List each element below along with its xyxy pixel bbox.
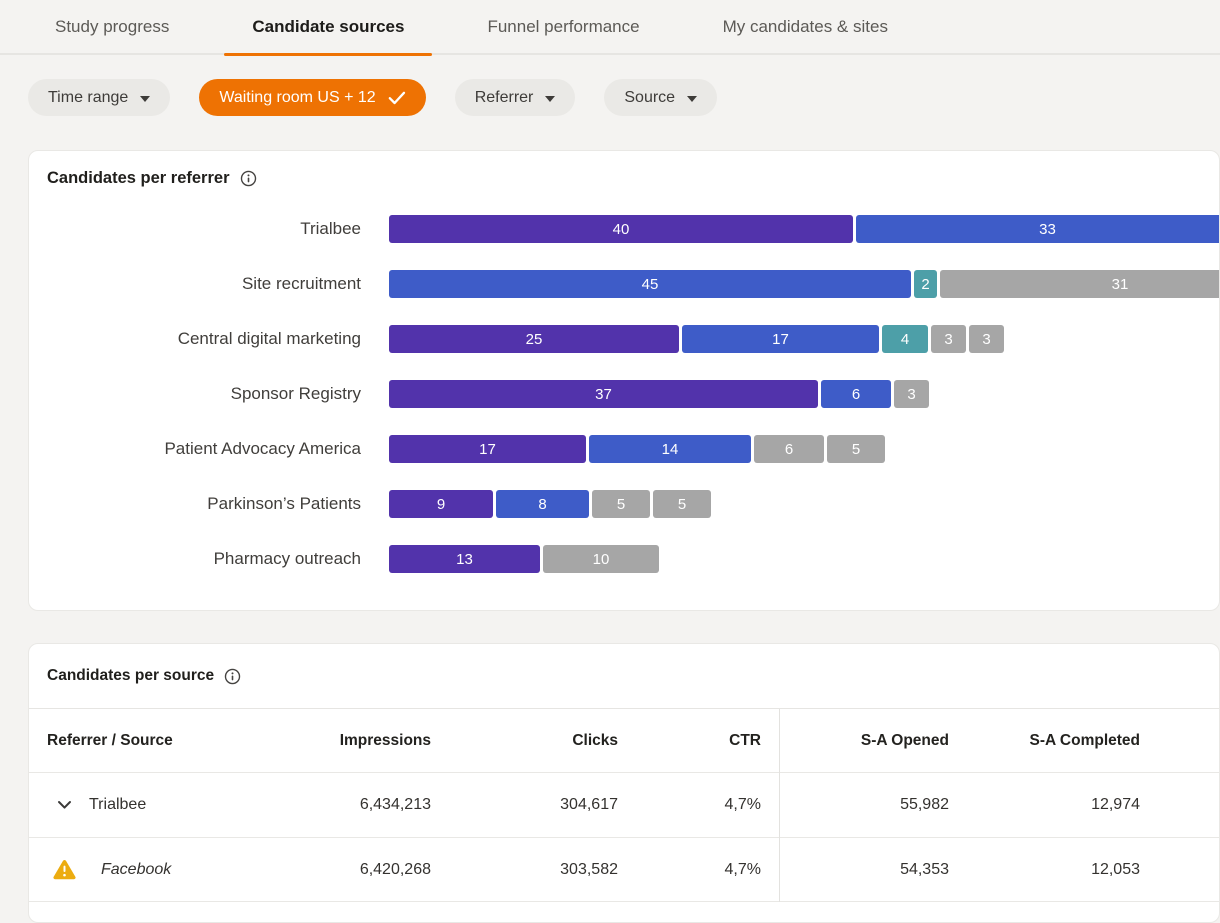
bar-segment: 10 xyxy=(543,545,659,573)
bar-segment: 31 xyxy=(940,270,1219,298)
sa-completed-value: 12,974 xyxy=(1091,796,1140,813)
chart-category-label: Trialbee xyxy=(300,219,361,238)
chart-row: Trialbee 40 33 xyxy=(29,215,1219,243)
referrer-label: Referrer xyxy=(474,88,534,106)
bar-segment: 5 xyxy=(827,435,885,463)
stacked-bar: 37 6 3 xyxy=(389,380,929,408)
bar-segment: 40 xyxy=(389,215,853,243)
chart-category-label: Sponsor Registry xyxy=(230,384,361,403)
table-header-row: Referrer / Source Impressions Clicks CTR… xyxy=(29,709,1219,772)
bar-segment: 3 xyxy=(969,325,1004,353)
bar-segment: 17 xyxy=(389,435,586,463)
tab-candidate-sources[interactable]: Candidate sources xyxy=(224,0,433,56)
bar-segment: 14 xyxy=(589,435,751,463)
stacked-bar: 25 17 4 3 3 xyxy=(389,325,1004,353)
chart-row: Central digital marketing 25 17 4 3 3 xyxy=(29,325,1219,353)
bar-segment: 3 xyxy=(894,380,929,408)
tab-bar: Study progress Candidate sources Funnel … xyxy=(0,0,1220,56)
chart-category-label: Patient Advocacy America xyxy=(164,439,361,458)
bar-segment: 6 xyxy=(821,380,891,408)
sa-opened-value: 54,353 xyxy=(900,860,949,878)
stacked-bar: 13 10 xyxy=(389,545,659,573)
bar-segment: 33 xyxy=(856,215,1219,243)
table-row: Trialbee 6,434,213 304,617 4,7% 55,982 12,974 xyxy=(29,772,1219,837)
column-header-clicks: Clicks xyxy=(572,731,618,749)
waiting-room-label: Waiting room US + 12 xyxy=(219,88,376,106)
info-icon[interactable] xyxy=(240,170,257,187)
clicks-value: 303,582 xyxy=(560,860,618,878)
bar-segment: 5 xyxy=(653,490,711,518)
source-label: Source xyxy=(624,88,676,106)
sa-opened-value: 55,982 xyxy=(900,796,949,813)
expand-chevron-icon[interactable] xyxy=(51,800,77,810)
row-name: Facebook xyxy=(101,860,172,878)
column-header-ctr: CTR xyxy=(729,731,761,749)
ctr-value: 4,7% xyxy=(724,860,761,878)
tab-study-progress[interactable]: Study progress xyxy=(55,16,170,36)
time-range-filter[interactable]: Time range xyxy=(28,79,171,116)
chart-category-label: Site recruitment xyxy=(241,274,361,293)
bar-segment: 45 xyxy=(389,270,911,298)
stacked-bar: 45 2 31 xyxy=(389,270,1219,298)
filter-bar: Time range Waiting room US + 12 Referrer… xyxy=(28,79,1220,116)
bar-segment: 5 xyxy=(592,490,650,518)
column-header-sa-completed: S-A Completed xyxy=(1029,731,1140,749)
chart-category-label: Central digital marketing xyxy=(177,329,361,348)
referrer-filter[interactable]: Referrer xyxy=(454,79,576,116)
ctr-value: 4,7% xyxy=(724,796,761,813)
bar-segment: 17 xyxy=(682,325,879,353)
column-group-divider xyxy=(779,709,780,902)
column-header-sa-opened: S-A Opened xyxy=(860,731,949,749)
bar-segment: 37 xyxy=(389,380,818,408)
table-body: Trialbee 6,434,213 304,617 4,7% 55,982 12,974… xyxy=(29,772,1219,902)
candidates-per-source-card: Candidates per source Referrer / Source … xyxy=(28,643,1220,923)
clicks-value: 304,617 xyxy=(560,796,618,813)
check-icon xyxy=(388,91,406,105)
table-title: Candidates per source xyxy=(47,667,215,684)
warning-icon[interactable] xyxy=(51,859,77,880)
chart-row: Pharmacy outreach 13 10 xyxy=(29,545,1219,573)
source-table: Referrer / Source Impressions Clicks CTR… xyxy=(29,708,1219,902)
bar-segment: 25 xyxy=(389,325,679,353)
stacked-bar: 17 14 6 5 xyxy=(389,435,885,463)
bar-segment: 2 xyxy=(914,270,937,298)
bar-segment: 8 xyxy=(496,490,589,518)
column-header-referrer-source: Referrer / Source xyxy=(47,731,173,749)
row-name: Trialbee xyxy=(89,796,147,813)
referrer-chart: Trialbee 40 33 Site recruitment 45 2 31 Central… xyxy=(29,215,1219,573)
tab-my-candidates-sites[interactable]: My candidates & sites xyxy=(722,16,888,36)
chevron-down-icon xyxy=(140,95,151,102)
chevron-down-icon xyxy=(545,95,556,102)
impressions-value: 6,434,213 xyxy=(359,796,431,813)
impressions-value: 6,420,268 xyxy=(359,860,431,878)
tab-funnel-performance[interactable]: Funnel performance xyxy=(487,16,640,36)
bar-segment: 13 xyxy=(389,545,540,573)
sa-completed-value: 12,053 xyxy=(1091,860,1140,878)
bar-segment: 6 xyxy=(754,435,824,463)
chart-row: Parkinson’s Patients 9 8 5 5 xyxy=(29,490,1219,518)
candidates-per-referrer-card: Candidates per referrer Trialbee 40 33 Site… xyxy=(28,150,1220,611)
table-row: Facebook 6,420,268 303,582 4,7% 54,353 12,053 xyxy=(29,837,1219,902)
source-filter[interactable]: Source xyxy=(604,79,718,116)
chart-category-label: Pharmacy outreach xyxy=(213,549,361,568)
bar-segment: 3 xyxy=(931,325,966,353)
bar-segment: 4 xyxy=(882,325,928,353)
chart-title: Candidates per referrer xyxy=(47,169,230,187)
chart-category-label: Parkinson’s Patients xyxy=(207,494,361,513)
waiting-room-filter-chip[interactable]: Waiting room US + 12 xyxy=(199,79,426,116)
chart-row: Sponsor Registry 37 6 3 xyxy=(29,380,1219,408)
info-icon[interactable] xyxy=(224,668,241,685)
chart-row: Site recruitment 45 2 31 xyxy=(29,270,1219,298)
bar-segment: 9 xyxy=(389,490,493,518)
time-range-label: Time range xyxy=(48,88,129,106)
column-header-impressions: Impressions xyxy=(339,731,431,749)
chart-row: Patient Advocacy America 17 14 6 5 xyxy=(29,435,1219,463)
stacked-bar: 40 33 xyxy=(389,215,1219,243)
chevron-down-icon xyxy=(687,95,698,102)
